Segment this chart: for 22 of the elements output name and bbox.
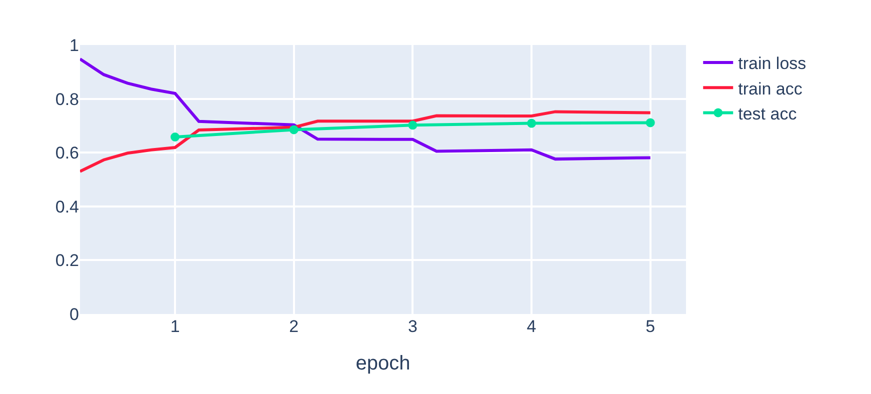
y-tick-label: 0.6 bbox=[55, 144, 79, 163]
y-tick-label: 0.2 bbox=[55, 251, 79, 270]
x-tick-label: 3 bbox=[408, 317, 418, 336]
point bbox=[170, 132, 180, 142]
legend-label: train acc bbox=[738, 79, 803, 98]
point bbox=[289, 125, 298, 134]
point bbox=[527, 118, 536, 128]
point bbox=[408, 120, 418, 130]
x-tick-label: 2 bbox=[289, 317, 299, 336]
y-tick-label: 0.8 bbox=[55, 90, 79, 109]
x-tick-label: 1 bbox=[170, 317, 180, 336]
line-series bbox=[80, 110, 652, 173]
y-tick-label: 0.4 bbox=[55, 197, 79, 216]
x-axis-title: epoch bbox=[356, 352, 410, 374]
point bbox=[646, 118, 655, 128]
y-tick-label: 0 bbox=[70, 304, 79, 324]
legend-label: train loss bbox=[738, 54, 806, 74]
x-tick-label: 5 bbox=[646, 317, 656, 336]
legend-label: test acc bbox=[738, 104, 798, 124]
y-tick-label: 1 bbox=[70, 36, 79, 55]
line-series bbox=[80, 57, 652, 161]
x-tick-label: 4 bbox=[526, 317, 536, 336]
